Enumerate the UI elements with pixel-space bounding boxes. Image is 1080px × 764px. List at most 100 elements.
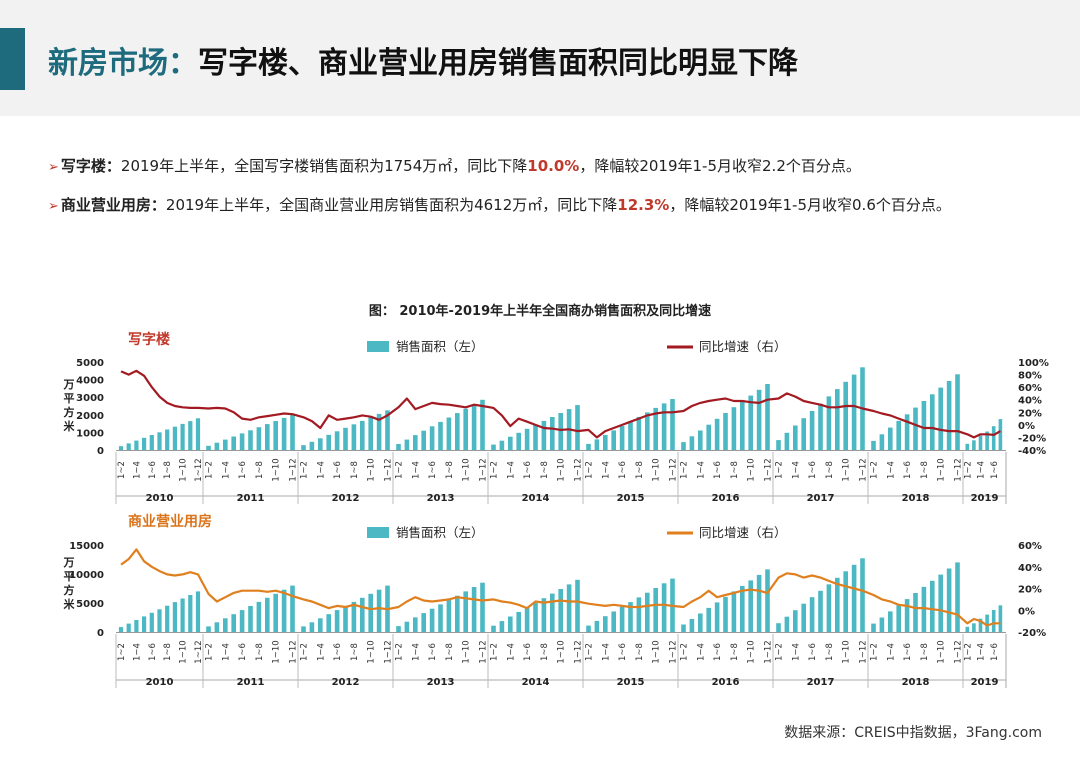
office-bar [360, 420, 365, 450]
office-month-tick: 1~8 [920, 461, 930, 479]
commercial-bar [421, 613, 426, 632]
commercial-ylabel-char: 万 [63, 556, 75, 569]
office-bar [343, 427, 348, 450]
commercial-bar [368, 593, 373, 632]
commercial-bar [765, 569, 770, 632]
office-bar [446, 417, 452, 450]
commercial-bar [723, 596, 728, 632]
bullet-commercial-tail: ，降幅较2019年1-5月收窄0.6个百分点。 [669, 196, 951, 214]
office-year-label: 2019 [971, 493, 999, 504]
office-bar [180, 423, 185, 450]
office-bar [351, 424, 357, 450]
commercial-bar [871, 623, 876, 632]
commercial-month-tick: 1~12 [669, 640, 679, 663]
commercial-bar [273, 593, 278, 632]
office-bar [930, 394, 935, 450]
commercial-month-tick: 1~8 [445, 643, 455, 661]
commercial-bar [429, 608, 435, 632]
office-bar [913, 407, 918, 450]
commercial-year-label: 2019 [971, 677, 999, 688]
commercial-bar [756, 574, 762, 632]
office-year-label: 2015 [617, 493, 645, 504]
office-panel-label: 写字楼 [128, 331, 170, 348]
commercial-bar [265, 597, 270, 632]
office-bar [480, 399, 485, 450]
office-bar [290, 414, 295, 450]
office-month-tick: 1~2 [585, 461, 595, 479]
commercial-month-tick: 1~8 [825, 643, 835, 661]
office-yright-tick: 40% [1018, 396, 1042, 407]
bullet-office: ➢ 写字楼：2019年上半年，全国写字楼销售面积为1754万㎡，同比下降10.0%… [48, 155, 861, 176]
office-month-tick: 1~8 [540, 461, 550, 479]
office-bar [273, 421, 278, 450]
office-bar [978, 435, 983, 450]
commercial-month-tick: 1~10 [937, 640, 947, 663]
commercial-bar [281, 589, 287, 632]
commercial-bar [835, 577, 840, 632]
office-yright-tick: -40% [1018, 446, 1046, 457]
commercial-ylabel-char: 方 [64, 583, 75, 597]
commercial-month-tick: 1~2 [205, 643, 215, 661]
office-month-tick: 1~2 [395, 461, 405, 479]
commercial-legend-bar-swatch [367, 527, 389, 538]
commercial-bar [516, 612, 521, 632]
office-bar [723, 413, 728, 450]
commercial-bar [628, 602, 633, 632]
office-bar [871, 440, 876, 450]
office-bar [965, 443, 970, 450]
commercial-month-tick: 1~2 [870, 643, 880, 661]
office-bar [714, 418, 720, 450]
office-bar [413, 435, 418, 450]
commercial-bar [653, 588, 658, 632]
commercial-month-tick: 1~6 [333, 643, 343, 661]
office-bar [223, 439, 228, 450]
office-yright-tick: 80% [1018, 371, 1042, 382]
office-month-tick: 1~8 [445, 461, 455, 479]
office-month-tick: 1~4 [411, 461, 421, 479]
office-bar [281, 417, 287, 450]
office-bar [586, 443, 591, 450]
bullet-office-highlight: 10.0% [527, 157, 580, 175]
office-ylabel-char: 方 [64, 405, 75, 419]
commercial-month-tick: 1~2 [680, 643, 690, 661]
office-bar [550, 417, 555, 450]
commercial-month-tick: 1~12 [479, 640, 489, 663]
office-month-tick: 1~4 [886, 461, 896, 479]
commercial-month-tick: 1~2 [117, 643, 127, 661]
office-bar [689, 436, 695, 450]
commercial-bar [126, 623, 131, 632]
bullet-commercial-text: 2019年上半年，全国商业营业用房销售面积为4612万㎡，同比下降 [165, 196, 618, 214]
commercial-bar [558, 589, 563, 632]
office-month-tick: 1~10 [747, 458, 757, 481]
commercial-bar [142, 616, 147, 632]
arrow-icon: ➢ [48, 199, 59, 214]
office-year-label: 2010 [146, 493, 174, 504]
office-year-label: 2016 [712, 493, 740, 504]
commercial-bar [645, 592, 650, 632]
office-month-tick: 1~6 [148, 461, 158, 479]
office-yleft-tick: 3000 [76, 393, 104, 404]
commercial-month-tick: 1~8 [350, 643, 360, 661]
commercial-bar [343, 606, 348, 632]
title-accent-bar [0, 28, 25, 90]
commercial-bar [661, 583, 667, 632]
commercial-growth-line [120, 548, 1001, 627]
office-month-tick: 1~10 [272, 458, 282, 481]
office-month-tick: 1~10 [367, 458, 377, 481]
office-bar [142, 437, 147, 450]
commercial-bar [248, 606, 253, 632]
commercial-bar [524, 607, 530, 632]
office-month-tick: 1~6 [523, 461, 533, 479]
office-month-tick: 1~8 [350, 461, 360, 479]
commercial-legend-bar-label: 销售面积（左） [396, 525, 484, 540]
commercial-bar [446, 600, 452, 632]
commercial-bar [689, 619, 695, 632]
commercial-bar [491, 625, 496, 632]
commercial-bar [978, 618, 983, 632]
bullet-office-key: 写字楼： [60, 157, 121, 175]
office-bar [594, 439, 600, 450]
office-yleft-tick: 4000 [76, 376, 104, 387]
bullet-commercial-highlight: 12.3% [617, 196, 670, 214]
office-month-tick: 1~12 [764, 458, 774, 481]
office-year-label: 2014 [522, 493, 550, 504]
